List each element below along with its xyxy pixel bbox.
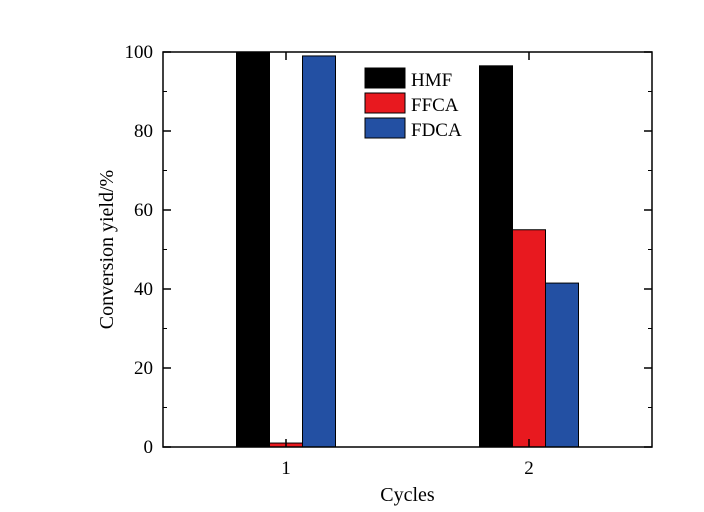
legend-label-ffca: FFCA: [411, 95, 459, 116]
legend-label-fdca: FDCA: [411, 120, 462, 141]
y-tick-label: 40: [134, 279, 153, 300]
bar-ffca-cycle-2: [512, 229, 546, 448]
bars-group: [236, 51, 579, 448]
bar-fdca-cycle-1: [302, 55, 336, 448]
x-tick-label: 2: [524, 458, 534, 479]
y-tick-label: 100: [125, 42, 154, 63]
y-tick-label: 60: [134, 200, 153, 221]
legend-swatch-fdca: [364, 117, 406, 139]
y-tick-label: 80: [134, 121, 153, 142]
x-axis-title: Cycles: [380, 484, 435, 506]
bar-hmf-cycle-2: [479, 65, 513, 448]
y-axis-title: Conversion yield/%: [96, 170, 118, 329]
x-tick-label: 1: [281, 458, 291, 479]
legend-label-hmf: HMF: [411, 70, 452, 91]
legend: HMF FFCA FDCA: [364, 67, 462, 141]
bar-fdca-cycle-2: [545, 282, 579, 448]
legend-swatch-ffca: [364, 92, 406, 114]
y-axis: 0 20 40 60 80 100: [125, 42, 652, 458]
y-tick-label: 20: [134, 358, 153, 379]
y-tick-label: 0: [144, 437, 154, 458]
legend-swatch-hmf: [364, 67, 406, 89]
bar-hmf-cycle-1: [236, 51, 270, 448]
